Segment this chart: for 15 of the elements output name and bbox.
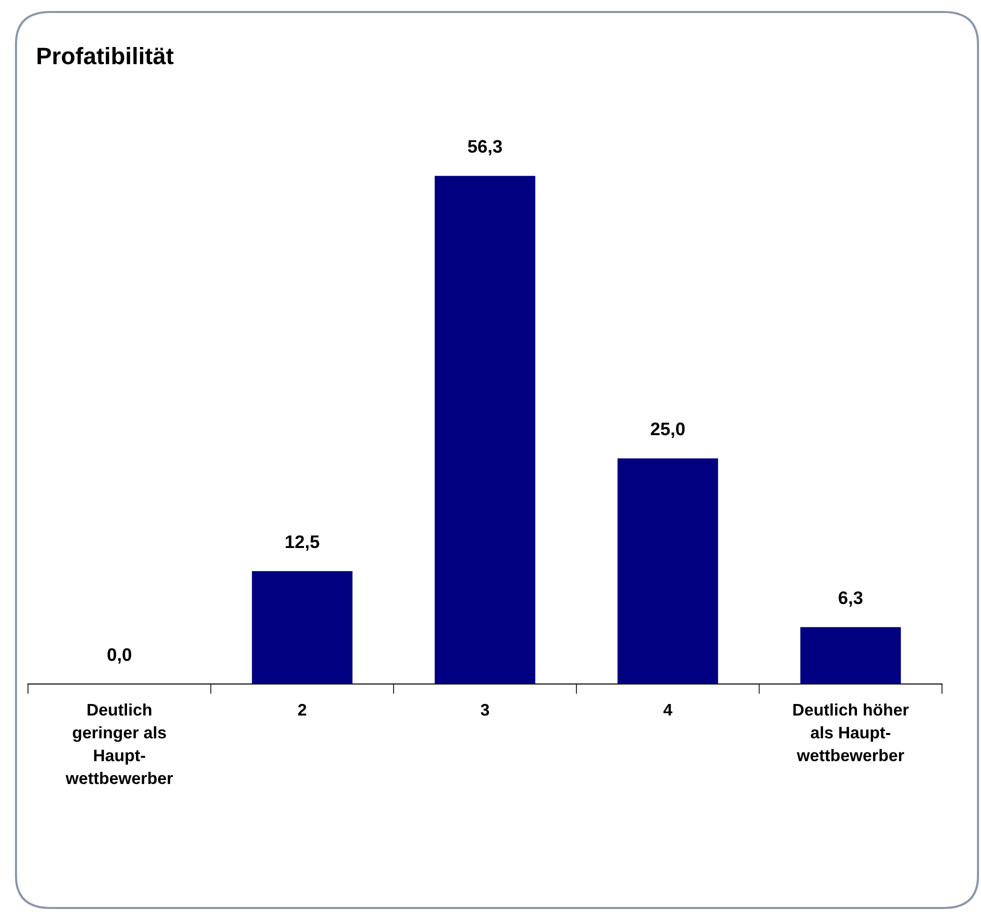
data-label: 25,0 xyxy=(650,422,685,438)
bar xyxy=(618,458,718,684)
x-tick-label: 3 xyxy=(480,704,490,716)
data-label: 56,3 xyxy=(468,140,502,156)
bar xyxy=(252,571,352,684)
chart-title: Profatibilität xyxy=(38,46,174,64)
x-tick-label: 4 xyxy=(663,704,672,716)
data-label: 6,3 xyxy=(838,591,862,607)
x-tick-label: Deutlich geringer als Haupt- wettbewerber xyxy=(66,703,173,784)
x-tick-label: 2 xyxy=(298,704,306,716)
data-label: 12,5 xyxy=(286,535,320,551)
bar xyxy=(434,176,536,684)
x-tick-label: Deutlich höher als Haupt- wettbewerber xyxy=(793,703,909,762)
data-label: 0,0 xyxy=(108,648,132,664)
bar xyxy=(800,627,901,684)
